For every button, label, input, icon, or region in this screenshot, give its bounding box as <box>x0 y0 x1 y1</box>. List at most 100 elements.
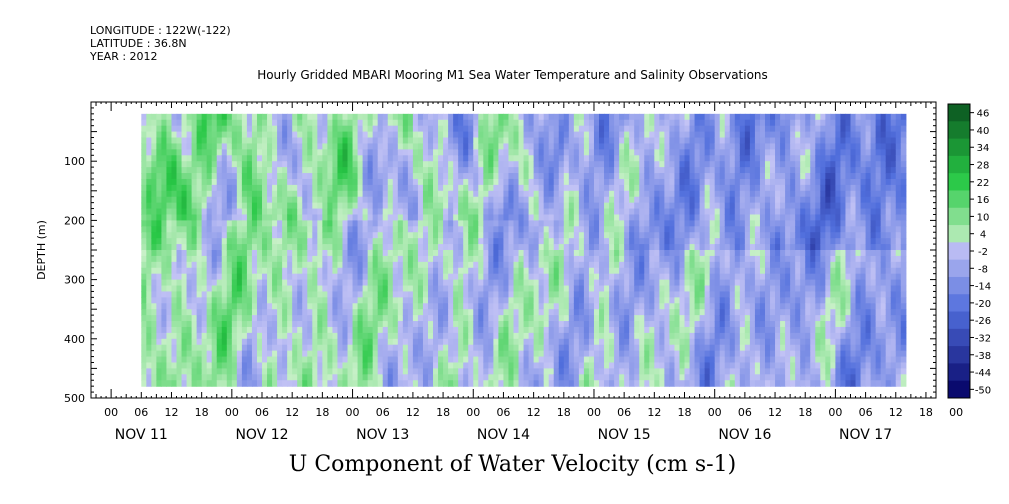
heatmap-cell <box>679 244 686 251</box>
heatmap-cell <box>599 143 605 150</box>
heatmap-cell <box>619 362 625 369</box>
heatmap-cell <box>181 267 188 275</box>
heatmap-cell <box>498 297 505 304</box>
heatmap-cell <box>327 244 334 251</box>
heatmap-cell <box>483 279 489 287</box>
heatmap-cell <box>407 137 414 145</box>
heatmap-cell <box>664 250 671 257</box>
heatmap-cell <box>583 273 590 281</box>
heatmap-cell <box>256 315 263 322</box>
heatmap-cell <box>382 250 389 257</box>
heatmap-cell <box>644 220 650 227</box>
heatmap-cell <box>186 113 193 121</box>
heatmap-cell <box>669 226 676 233</box>
heatmap-cell <box>533 285 540 293</box>
heatmap-cell <box>221 273 228 281</box>
heatmap-cell <box>287 244 293 251</box>
heatmap-cell <box>634 167 640 174</box>
heatmap-cell <box>619 119 625 127</box>
heatmap-cell <box>256 368 263 375</box>
heatmap-cell <box>151 332 157 340</box>
heatmap-cell <box>317 303 323 310</box>
heatmap-cell <box>624 119 630 127</box>
heatmap-cell <box>669 332 676 340</box>
heatmap-cell <box>634 232 640 239</box>
heatmap-cell <box>448 321 454 328</box>
heatmap-cell <box>624 184 630 192</box>
heatmap-cell <box>508 321 515 328</box>
heatmap-cell <box>181 273 188 281</box>
heatmap-cell <box>231 155 238 162</box>
heatmap-cell <box>654 380 660 387</box>
heatmap-cell <box>347 350 354 358</box>
heatmap-cell <box>337 173 344 180</box>
heatmap-cell <box>473 143 479 150</box>
heatmap-cell <box>186 326 193 334</box>
heatmap-cell <box>448 173 454 180</box>
heatmap-cell <box>518 356 525 364</box>
heatmap-cell <box>458 338 464 346</box>
heatmap-cell <box>518 273 525 281</box>
heatmap-cell <box>503 190 510 198</box>
heatmap-cell <box>443 368 449 375</box>
heatmap-cell <box>543 131 550 139</box>
heatmap-cell <box>241 125 248 133</box>
heatmap-cell <box>141 161 147 168</box>
heatmap-cell <box>332 167 339 174</box>
heatmap-cell <box>342 309 349 316</box>
heatmap-cell <box>659 178 665 186</box>
heatmap-cell <box>513 332 520 340</box>
heatmap-cell <box>262 125 268 133</box>
heatmap-cell <box>262 303 268 310</box>
heatmap-cell <box>171 167 178 174</box>
heatmap-cell <box>211 332 218 340</box>
heatmap-cell <box>599 303 605 310</box>
heatmap-cell <box>387 238 394 245</box>
heatmap-cell <box>412 238 419 245</box>
heatmap-cell <box>382 380 389 387</box>
heatmap-cell <box>151 155 157 162</box>
heatmap-cell <box>624 350 630 358</box>
heatmap-cell <box>327 119 334 127</box>
heatmap-cell <box>438 173 444 180</box>
heatmap-cell <box>397 125 404 133</box>
heatmap-cell <box>498 285 505 293</box>
heatmap-cell <box>588 297 595 304</box>
heatmap-cell <box>669 173 676 180</box>
heatmap-cell <box>382 285 389 293</box>
heatmap-cell <box>609 161 615 168</box>
heatmap-cell <box>548 380 555 387</box>
heatmap-cell <box>523 149 530 156</box>
heatmap-cell <box>533 362 540 369</box>
heatmap-cell <box>583 374 590 381</box>
heatmap-cell <box>644 374 650 381</box>
heatmap-cell <box>654 344 660 352</box>
heatmap-cell <box>287 178 293 186</box>
heatmap-cell <box>196 220 203 227</box>
heatmap-cell <box>417 190 424 198</box>
heatmap-cell <box>433 214 439 221</box>
heatmap-cell <box>211 362 218 369</box>
heatmap-cell <box>397 137 404 145</box>
heatmap-cell <box>211 303 218 310</box>
heatmap-cell <box>649 190 655 198</box>
heatmap-cell <box>593 267 600 275</box>
heatmap-cell <box>538 178 545 186</box>
heatmap-cell <box>433 338 439 346</box>
heatmap-cell <box>221 374 228 381</box>
heatmap-cell <box>513 190 520 198</box>
heatmap-cell <box>609 362 615 369</box>
heatmap-cell <box>664 131 671 139</box>
heatmap-cell <box>548 196 555 204</box>
heatmap-cell <box>543 285 550 293</box>
heatmap-cell <box>176 315 183 322</box>
heatmap-cell <box>538 238 545 245</box>
heatmap-cell <box>342 232 349 239</box>
heatmap-cell <box>337 338 344 346</box>
heatmap-cell <box>397 321 404 328</box>
heatmap-cell <box>468 279 474 287</box>
heatmap-cell <box>297 202 303 210</box>
heatmap-cell <box>211 190 218 198</box>
heatmap-cell <box>277 178 283 186</box>
heatmap-cell <box>201 161 208 168</box>
